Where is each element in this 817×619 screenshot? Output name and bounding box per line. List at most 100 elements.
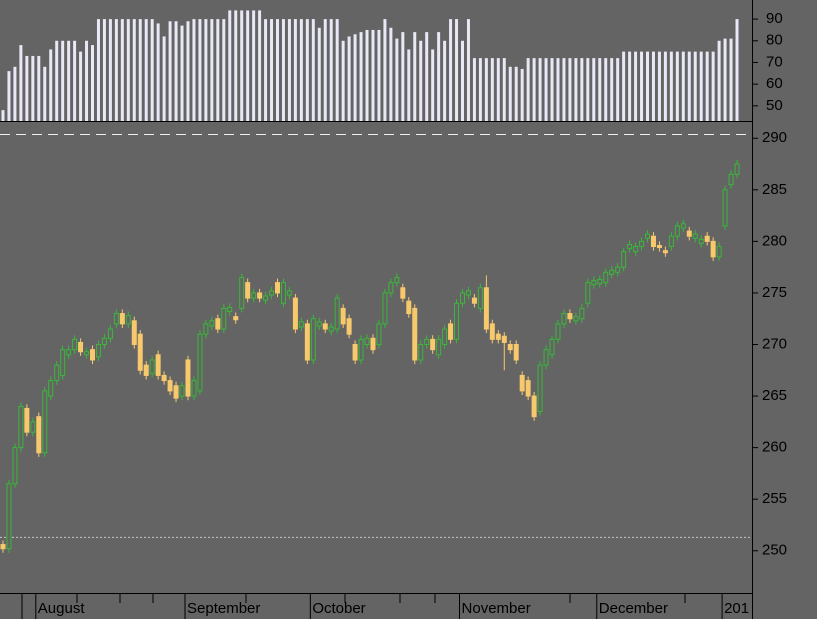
volume-bar bbox=[455, 19, 459, 121]
candle-body bbox=[346, 318, 352, 335]
volume-bar bbox=[108, 19, 112, 121]
candle-body bbox=[442, 328, 448, 345]
y-tick-label: 280 bbox=[762, 232, 787, 249]
volume-bar bbox=[13, 66, 17, 121]
candle-body bbox=[627, 243, 633, 250]
volume-bar bbox=[622, 51, 626, 121]
volume-bar bbox=[693, 51, 697, 121]
candle-body bbox=[292, 297, 298, 330]
volume-bar bbox=[431, 49, 435, 122]
volume-bar bbox=[168, 21, 172, 122]
volume-bar bbox=[96, 19, 100, 121]
volume-bar bbox=[198, 19, 202, 121]
candle-body bbox=[477, 287, 483, 309]
candle-body bbox=[710, 240, 716, 258]
candle-body bbox=[704, 235, 710, 242]
volume-bar bbox=[496, 58, 500, 121]
candle-body bbox=[137, 333, 143, 371]
candle-body bbox=[686, 230, 692, 237]
candle-body bbox=[388, 282, 394, 294]
candle-body bbox=[78, 341, 84, 353]
y-tick-label: 290 bbox=[762, 129, 787, 146]
volume-bar bbox=[443, 40, 447, 122]
candle-body bbox=[567, 313, 573, 320]
candle-body bbox=[30, 421, 36, 433]
candle-body bbox=[251, 292, 257, 299]
candle-body bbox=[310, 318, 316, 361]
candle-body bbox=[24, 407, 30, 433]
candle-body bbox=[107, 328, 113, 339]
minor-ticks bbox=[21, 594, 686, 619]
volume-bar bbox=[532, 58, 536, 121]
volume-bar bbox=[258, 10, 262, 121]
candle-body bbox=[6, 483, 12, 550]
y-tick-label: 50 bbox=[766, 97, 783, 114]
volume-bar bbox=[478, 58, 482, 121]
candle-body bbox=[245, 282, 251, 299]
candle-body bbox=[543, 349, 549, 366]
volume-bar bbox=[699, 51, 703, 121]
volume-bar bbox=[717, 40, 721, 122]
volume-bar bbox=[132, 19, 136, 121]
candle-body bbox=[95, 344, 101, 358]
volume-bar bbox=[216, 19, 220, 121]
volume-bar bbox=[640, 51, 644, 121]
x-tick-label: December bbox=[599, 600, 668, 617]
volume-bar bbox=[604, 58, 608, 121]
volume-bar bbox=[580, 58, 584, 121]
candle-body bbox=[352, 344, 358, 361]
candle-body bbox=[549, 338, 555, 356]
volume-bar bbox=[323, 19, 327, 121]
candle-body bbox=[167, 380, 173, 392]
candle-body bbox=[334, 297, 340, 330]
volume-bar bbox=[663, 51, 667, 121]
candle-body bbox=[656, 245, 662, 249]
candle-body bbox=[66, 349, 72, 356]
candle-body bbox=[72, 338, 78, 351]
volume-bar bbox=[461, 40, 464, 122]
volume-bar bbox=[347, 36, 351, 121]
volume-bar bbox=[317, 27, 321, 121]
volume-bar bbox=[711, 51, 715, 121]
candle-body bbox=[597, 279, 603, 285]
volume-bar bbox=[293, 19, 297, 121]
x-tick-label: 201 bbox=[724, 600, 749, 617]
volume-bar bbox=[472, 58, 476, 121]
volume-bar bbox=[228, 10, 232, 121]
volume-bar bbox=[353, 34, 357, 121]
volume-bar bbox=[91, 45, 94, 121]
x-tick-label: November bbox=[462, 600, 531, 617]
volume-bar bbox=[240, 10, 244, 121]
candle-body bbox=[269, 290, 275, 296]
candle-body bbox=[394, 276, 400, 284]
y-tick-label: 270 bbox=[762, 335, 787, 352]
volume-bar bbox=[556, 58, 560, 121]
volume-bar bbox=[550, 58, 554, 121]
volume-bar bbox=[598, 58, 602, 121]
volume-bar bbox=[341, 40, 345, 122]
candle-body bbox=[364, 337, 370, 345]
volume-bar bbox=[252, 10, 256, 121]
volume-bar bbox=[359, 32, 363, 122]
candle-body bbox=[430, 338, 436, 351]
volume-bar bbox=[31, 55, 35, 121]
volume-bar bbox=[651, 51, 655, 121]
volume-bar bbox=[705, 51, 709, 121]
volume-bar bbox=[634, 51, 638, 121]
volume-bar bbox=[1, 110, 5, 121]
x-tick-label: August bbox=[38, 600, 86, 617]
candle-body bbox=[525, 380, 531, 397]
volume-bar bbox=[210, 19, 214, 121]
candle-body bbox=[609, 269, 615, 275]
candle-body bbox=[90, 349, 95, 361]
volume-bar bbox=[49, 49, 53, 122]
y-tick-label: 60 bbox=[766, 75, 783, 92]
x-tick-label: September bbox=[187, 600, 260, 617]
candle-body bbox=[191, 380, 197, 397]
candle-body bbox=[680, 223, 686, 229]
candle-body bbox=[221, 307, 227, 330]
candle-body bbox=[316, 321, 322, 327]
candle-body bbox=[674, 225, 680, 237]
candle-body bbox=[257, 292, 263, 299]
volume-bar bbox=[222, 19, 226, 121]
